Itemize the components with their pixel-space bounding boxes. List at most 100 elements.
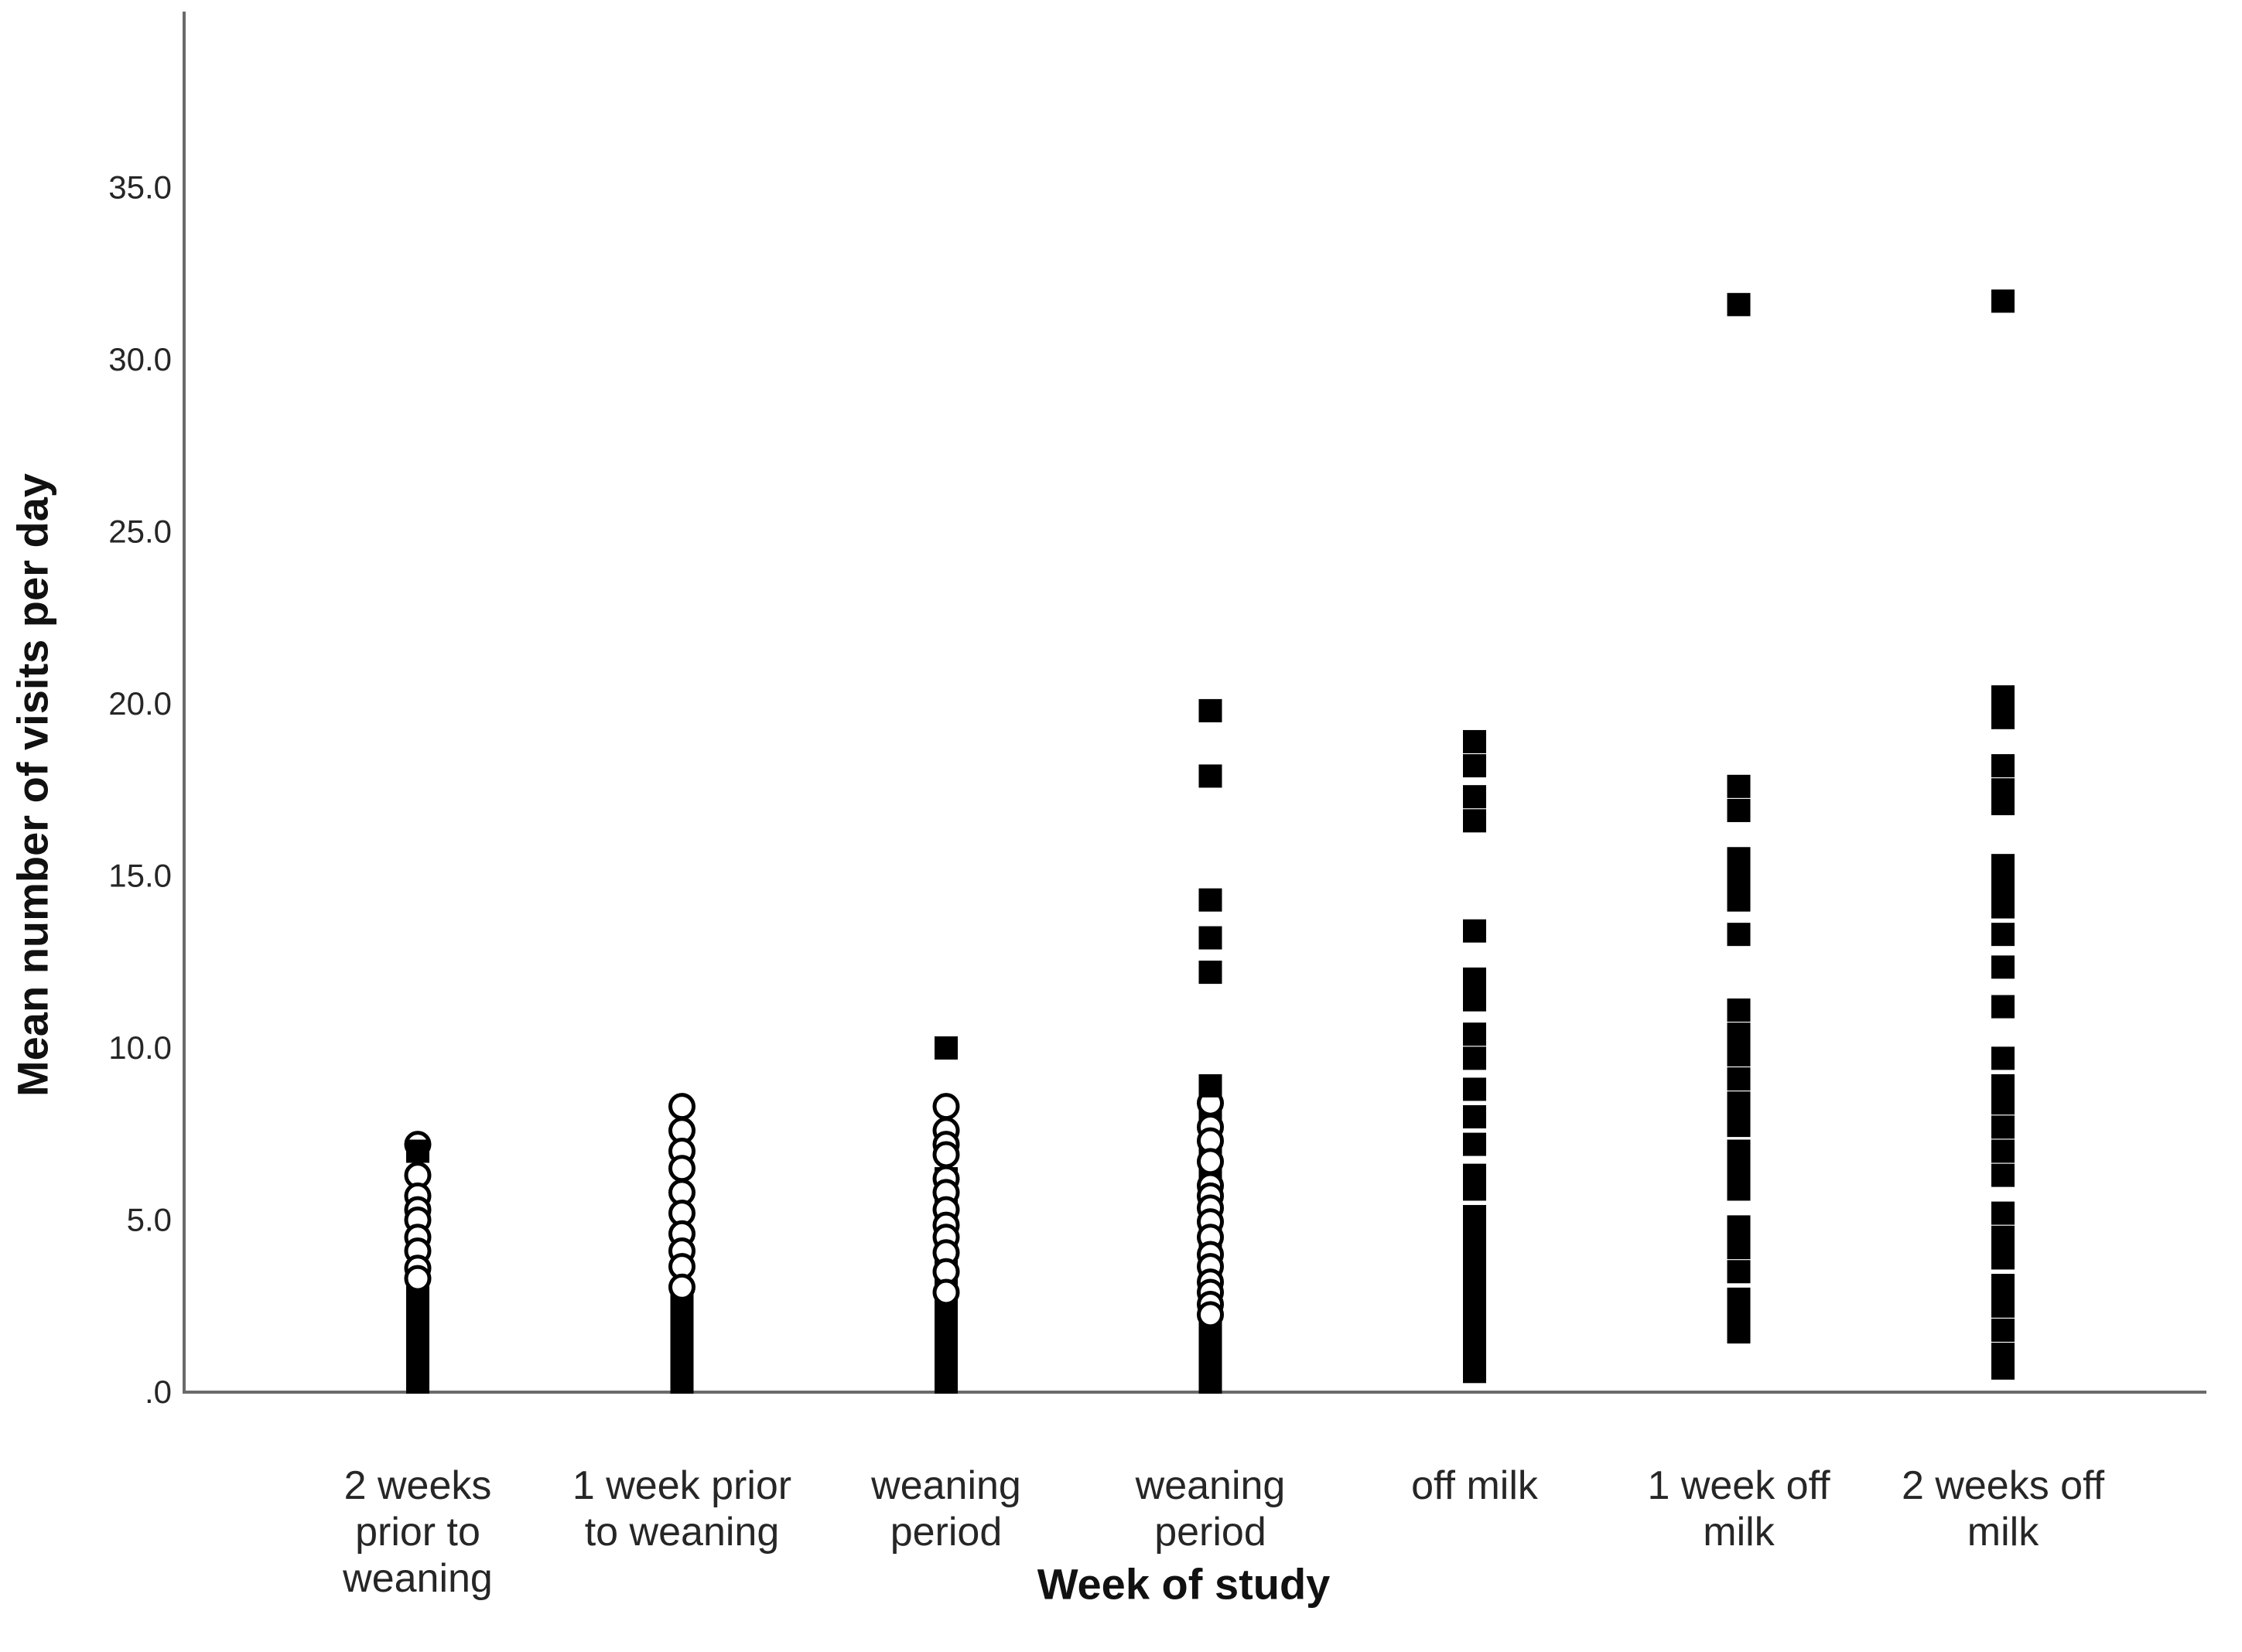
data-point-square [1991, 705, 2015, 729]
y-tick-label: 15.0 [108, 858, 172, 894]
data-point-square [1727, 1139, 1751, 1163]
data-point-circle [932, 1278, 960, 1306]
x-category-label: 2 weeks [344, 1463, 492, 1508]
x-category-label: off milk [1411, 1463, 1539, 1508]
y-tick-label: 30.0 [108, 341, 172, 377]
data-point-square [1727, 888, 1751, 912]
x-category-label: milk [1703, 1510, 1775, 1555]
data-point-square [1727, 1043, 1751, 1067]
data-point-square [1463, 754, 1486, 778]
data-point-square [1463, 968, 1486, 991]
data-point-square [1727, 292, 1751, 316]
data-point-square [1198, 764, 1222, 788]
y-axis-title: Mean number of visits per day [8, 473, 57, 1097]
data-point-circle [668, 1093, 695, 1121]
data-point-square [1991, 685, 2015, 709]
data-point-square [1198, 888, 1222, 912]
data-point-square [1991, 1201, 2015, 1225]
data-point-circle [668, 1155, 695, 1183]
data-point-square [1991, 792, 2015, 816]
data-point-square [1463, 1077, 1486, 1101]
data-point-square [1463, 729, 1486, 753]
data-point-square [1727, 1287, 1751, 1311]
data-point-square [1463, 1105, 1486, 1128]
data-point-square [1991, 1091, 2015, 1115]
data-point-square [1991, 1163, 2015, 1187]
x-axis-title: Week of study [1037, 1559, 1331, 1609]
data-point-circle [404, 1265, 432, 1292]
data-point-square [1991, 1318, 2015, 1342]
data-point-square [1463, 1360, 1486, 1384]
x-category-label: prior to [355, 1510, 480, 1555]
data-point-square [1727, 1091, 1751, 1115]
data-point-square [1463, 785, 1486, 809]
data-point-square [1991, 923, 2015, 947]
data-point-square [1727, 998, 1751, 1022]
data-point-square [1727, 1260, 1751, 1284]
data-point-square [1991, 955, 2015, 979]
data-point-square [406, 1139, 429, 1163]
x-category-label: weaning [342, 1556, 493, 1601]
data-point-square [1727, 847, 1751, 871]
data-point-circle [668, 1273, 695, 1301]
data-point-square [1463, 1132, 1486, 1156]
data-point-square [1727, 1215, 1751, 1239]
data-point-square [1727, 1067, 1751, 1091]
data-point-square [1991, 1115, 2015, 1139]
data-point-square [1991, 754, 2015, 778]
data-point-square [1727, 1177, 1751, 1201]
y-tick-label: 20.0 [108, 685, 172, 722]
x-category-label: to weaning [585, 1510, 780, 1555]
data-point-square [1727, 923, 1751, 947]
data-point-square [1463, 919, 1486, 943]
data-point-square [1727, 774, 1751, 798]
x-category-label: period [890, 1510, 1003, 1555]
y-tick-label: 10.0 [108, 1029, 172, 1066]
data-point-square [1991, 895, 2015, 919]
x-category-label: milk [1967, 1510, 2039, 1555]
data-point-square [1463, 988, 1486, 1012]
dense-marker-column [670, 1291, 694, 1394]
data-point-circle [1197, 1148, 1224, 1176]
data-point-square [1991, 1274, 2015, 1298]
data-point-square [1198, 926, 1222, 950]
data-point-circle [932, 1093, 960, 1121]
data-point-square [1727, 867, 1751, 891]
data-point-square [1991, 1356, 2015, 1380]
x-category-label: 1 week off [1647, 1463, 1830, 1508]
data-point-circle [1197, 1301, 1224, 1329]
data-point-square [1991, 1294, 2015, 1318]
y-tick-label: 5.0 [127, 1202, 172, 1238]
dense-marker-column [406, 1277, 429, 1394]
data-point-square [1991, 289, 2015, 313]
data-point-square [1198, 698, 1222, 722]
y-tick-label: .0 [145, 1374, 172, 1410]
data-point-square [1463, 1022, 1486, 1046]
data-point-square [1991, 1246, 2015, 1270]
x-category-label: period [1154, 1510, 1266, 1555]
data-point-square [1463, 1177, 1486, 1201]
data-point-square [1991, 874, 2015, 898]
data-point-circle [932, 1141, 960, 1169]
y-tick-label: 35.0 [108, 169, 172, 206]
data-point-square [1991, 854, 2015, 878]
data-point-square [1463, 809, 1486, 833]
data-point-square [1198, 1073, 1222, 1097]
x-category-label: weaning [1135, 1463, 1286, 1508]
data-point-square [1198, 961, 1222, 985]
data-point-square [1991, 1139, 2015, 1163]
data-point-square [1991, 995, 2015, 1019]
x-category-label: 1 week prior [572, 1463, 791, 1508]
x-category-label: 2 weeks off [1902, 1463, 2105, 1508]
y-tick-label: 25.0 [108, 514, 172, 550]
data-point-square [1727, 1114, 1751, 1138]
data-point-square [1727, 1320, 1751, 1344]
x-category-label: weaning [870, 1463, 1021, 1508]
data-point-square [935, 1036, 958, 1060]
data-point-square [1991, 1225, 2015, 1249]
data-point-square [1727, 1022, 1751, 1046]
data-point-square [1727, 798, 1751, 822]
data-point-square [1727, 1236, 1751, 1260]
